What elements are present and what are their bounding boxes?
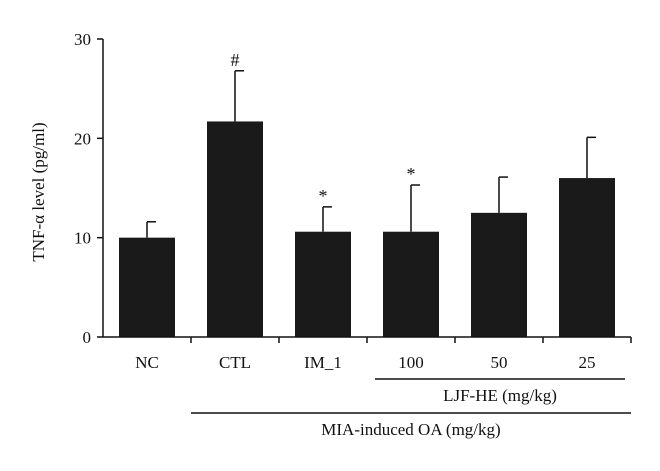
x-tick-label: CTL (219, 353, 251, 372)
y-tick-label: 10 (74, 229, 91, 248)
x-tick-label: 50 (491, 353, 508, 372)
bars (119, 121, 615, 338)
bar (295, 231, 351, 337)
y-axis-label: TNF-α level (pg/ml) (29, 122, 48, 261)
x-tick-label: NC (135, 353, 159, 372)
y-tick-label: 20 (74, 129, 91, 148)
bar (119, 237, 175, 337)
group-label: LJF-HE (mg/kg) (443, 386, 557, 405)
group-brackets: LJF-HE (mg/kg) MIA-induced OA (mg/kg) (191, 378, 631, 439)
y-tick-label: 30 (74, 30, 91, 49)
error-bars: # * * (146, 50, 596, 238)
bar (471, 212, 527, 337)
bar (207, 121, 263, 338)
x-axis: NC CTL IM_1 100 50 25 (103, 336, 632, 372)
x-tick-label: 25 (579, 353, 596, 372)
y-axis: 0 10 20 30 (74, 30, 104, 347)
group-label: MIA-induced OA (mg/kg) (321, 420, 500, 439)
y-tick-label: 0 (83, 328, 92, 347)
significance-mark: * (319, 186, 328, 206)
significance-mark: * (407, 164, 416, 184)
x-tick-label: IM_1 (304, 353, 342, 372)
x-tick-label: 100 (398, 353, 424, 372)
significance-mark: # (231, 50, 240, 70)
bar (559, 178, 615, 337)
bar (383, 231, 439, 337)
